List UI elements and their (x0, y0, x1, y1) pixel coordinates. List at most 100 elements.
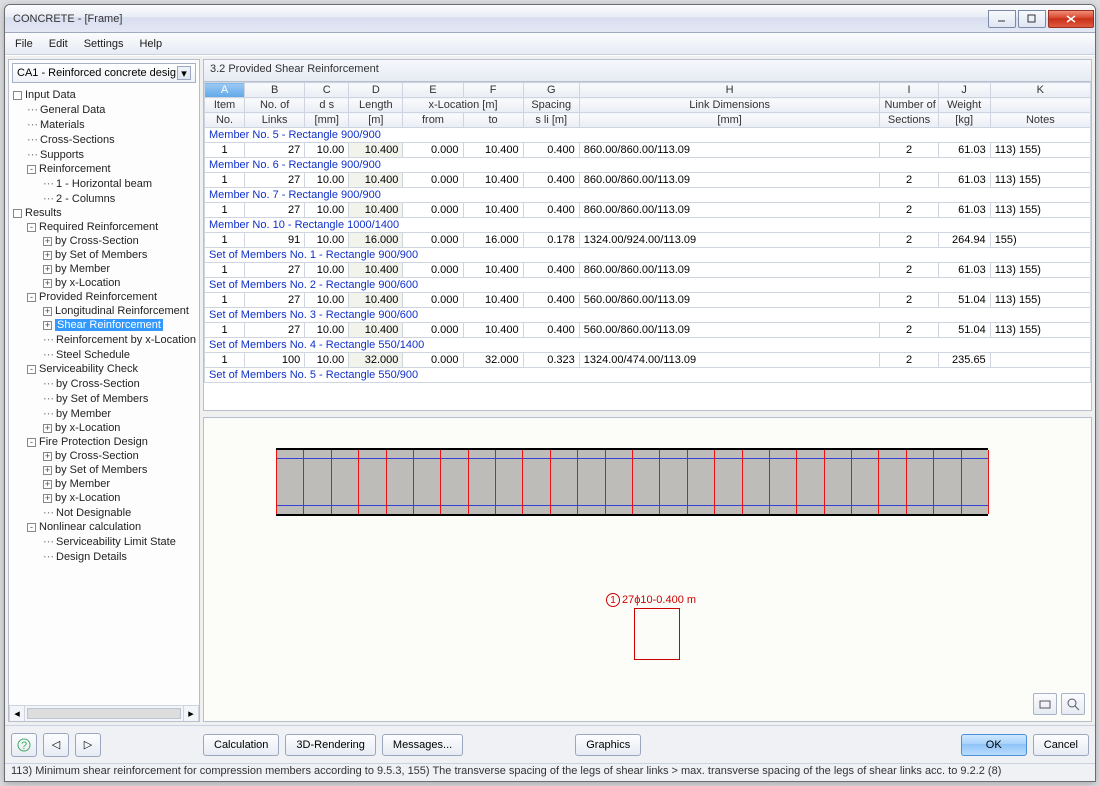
cell[interactable]: 91 (245, 233, 305, 248)
cell[interactable]: 0.000 (403, 353, 463, 368)
expand-icon[interactable]: + (43, 466, 52, 475)
group-row[interactable]: Set of Members No. 2 - Rectangle 900/600 (205, 278, 1091, 293)
cell[interactable]: 10.400 (349, 263, 403, 278)
cell[interactable]: 560.00/860.00/113.09 (579, 293, 880, 308)
tree-node[interactable]: +by Cross-Section (9, 449, 199, 463)
titlebar[interactable]: CONCRETE - [Frame] (5, 5, 1095, 33)
scroll-right-icon[interactable]: ▸ (183, 706, 199, 721)
cell[interactable]: 10.400 (463, 293, 523, 308)
cell[interactable]: 51.04 (938, 323, 990, 338)
cell[interactable]: 1 (205, 293, 245, 308)
cell[interactable]: 0.178 (523, 233, 579, 248)
cell[interactable]: 51.04 (938, 293, 990, 308)
cell[interactable]: 10.400 (463, 173, 523, 188)
expand-icon[interactable]: - (27, 165, 36, 174)
ok-button[interactable]: OK (961, 734, 1027, 756)
cell[interactable]: 10.00 (305, 293, 349, 308)
tree-node[interactable]: -Reinforcement (9, 162, 199, 176)
tree-node[interactable]: Input Data (9, 88, 199, 102)
tree-node[interactable]: +by Set of Members (9, 248, 199, 262)
cell[interactable]: 27 (245, 203, 305, 218)
cell[interactable]: 1 (205, 323, 245, 338)
tree-node[interactable]: ⋯by Cross-Section (9, 376, 199, 391)
cell[interactable]: 860.00/860.00/113.09 (579, 263, 880, 278)
cell[interactable] (990, 353, 1090, 368)
tree-node[interactable]: ⋯Steel Schedule (9, 347, 199, 362)
tree-node[interactable]: +by Set of Members (9, 463, 199, 477)
tree-node[interactable]: ⋯by Member (9, 406, 199, 421)
cell[interactable]: 10.400 (463, 203, 523, 218)
cell[interactable]: 10.400 (349, 173, 403, 188)
cell[interactable]: 0.000 (403, 203, 463, 218)
cell[interactable]: 2 (880, 293, 938, 308)
maximize-button[interactable] (1018, 10, 1046, 28)
cell[interactable]: 1324.00/474.00/113.09 (579, 353, 880, 368)
expand-icon[interactable]: + (43, 307, 52, 316)
minimize-button[interactable] (988, 10, 1016, 28)
cell[interactable]: 10.400 (349, 203, 403, 218)
tree-node[interactable]: ⋯Reinforcement by x-Location (9, 332, 199, 347)
tree-node[interactable]: +by Cross-Section (9, 234, 199, 248)
cell[interactable]: 10.00 (305, 143, 349, 158)
tree-node[interactable]: -Nonlinear calculation (9, 520, 199, 534)
col-letter[interactable]: A (205, 83, 245, 98)
cell[interactable]: 1324.00/924.00/113.09 (579, 233, 880, 248)
cell[interactable]: 10.400 (463, 263, 523, 278)
cell[interactable]: 113) 155) (990, 263, 1090, 278)
cell[interactable]: 2 (880, 143, 938, 158)
prev-button[interactable]: ◁ (43, 733, 69, 757)
cell[interactable]: 1 (205, 173, 245, 188)
tree-node[interactable]: ⋯Materials (9, 117, 199, 132)
group-row[interactable]: Member No. 5 - Rectangle 900/900 (205, 128, 1091, 143)
col-letter[interactable]: I (880, 83, 938, 98)
cell[interactable]: 10.400 (463, 143, 523, 158)
cell[interactable]: 0.000 (403, 143, 463, 158)
expand-icon[interactable]: + (43, 480, 52, 489)
cell[interactable]: 27 (245, 323, 305, 338)
tree-node[interactable]: ⋯Not Designable (9, 505, 199, 520)
tree-node[interactable]: -Fire Protection Design (9, 435, 199, 449)
cell[interactable]: 61.03 (938, 173, 990, 188)
cell[interactable]: 27 (245, 293, 305, 308)
col-letter[interactable]: C (305, 83, 349, 98)
col-letter[interactable]: J (938, 83, 990, 98)
cell[interactable]: 10.00 (305, 203, 349, 218)
tree-node[interactable]: ⋯by Set of Members (9, 391, 199, 406)
expand-icon[interactable]: + (43, 321, 52, 330)
cell[interactable]: 10.00 (305, 173, 349, 188)
cell[interactable]: 113) 155) (990, 173, 1090, 188)
tree-node[interactable]: +by x-Location (9, 491, 199, 505)
tree-node[interactable]: ⋯Serviceability Limit State (9, 534, 199, 549)
expand-icon[interactable]: - (27, 365, 36, 374)
cell[interactable]: 10.400 (349, 323, 403, 338)
tree-node[interactable]: -Required Reinforcement (9, 220, 199, 234)
help-button[interactable]: ? (11, 733, 37, 757)
next-button[interactable]: ▷ (75, 733, 101, 757)
cell[interactable]: 2 (880, 263, 938, 278)
tree-node[interactable]: ⋯Supports (9, 147, 199, 162)
cell[interactable]: 16.000 (463, 233, 523, 248)
expand-icon[interactable]: + (43, 424, 52, 433)
tree-node[interactable]: +by Member (9, 477, 199, 491)
col-letter[interactable]: D (349, 83, 403, 98)
group-row[interactable]: Set of Members No. 5 - Rectangle 550/900 (205, 368, 1091, 383)
cell[interactable]: 10.400 (349, 143, 403, 158)
graphics-button[interactable]: Graphics (575, 734, 641, 756)
cell[interactable]: 113) 155) (990, 143, 1090, 158)
cell[interactable]: 2 (880, 173, 938, 188)
rendering-button[interactable]: 3D-Rendering (285, 734, 375, 756)
graphic-tool-1[interactable] (1033, 693, 1057, 715)
cell[interactable]: 113) 155) (990, 323, 1090, 338)
cell[interactable]: 10.00 (305, 263, 349, 278)
cell[interactable]: 16.000 (349, 233, 403, 248)
cell[interactable]: 1 (205, 143, 245, 158)
group-row[interactable]: Set of Members No. 3 - Rectangle 900/600 (205, 308, 1091, 323)
tree-node[interactable]: +Shear Reinforcement (9, 318, 199, 332)
cell[interactable]: 113) 155) (990, 293, 1090, 308)
group-row[interactable]: Member No. 7 - Rectangle 900/900 (205, 188, 1091, 203)
scroll-thumb[interactable] (27, 708, 181, 719)
cell[interactable]: 0.323 (523, 353, 579, 368)
tree-scrollbar[interactable]: ◂ ▸ (9, 705, 199, 721)
cell[interactable]: 2 (880, 233, 938, 248)
group-row[interactable]: Member No. 10 - Rectangle 1000/1400 (205, 218, 1091, 233)
